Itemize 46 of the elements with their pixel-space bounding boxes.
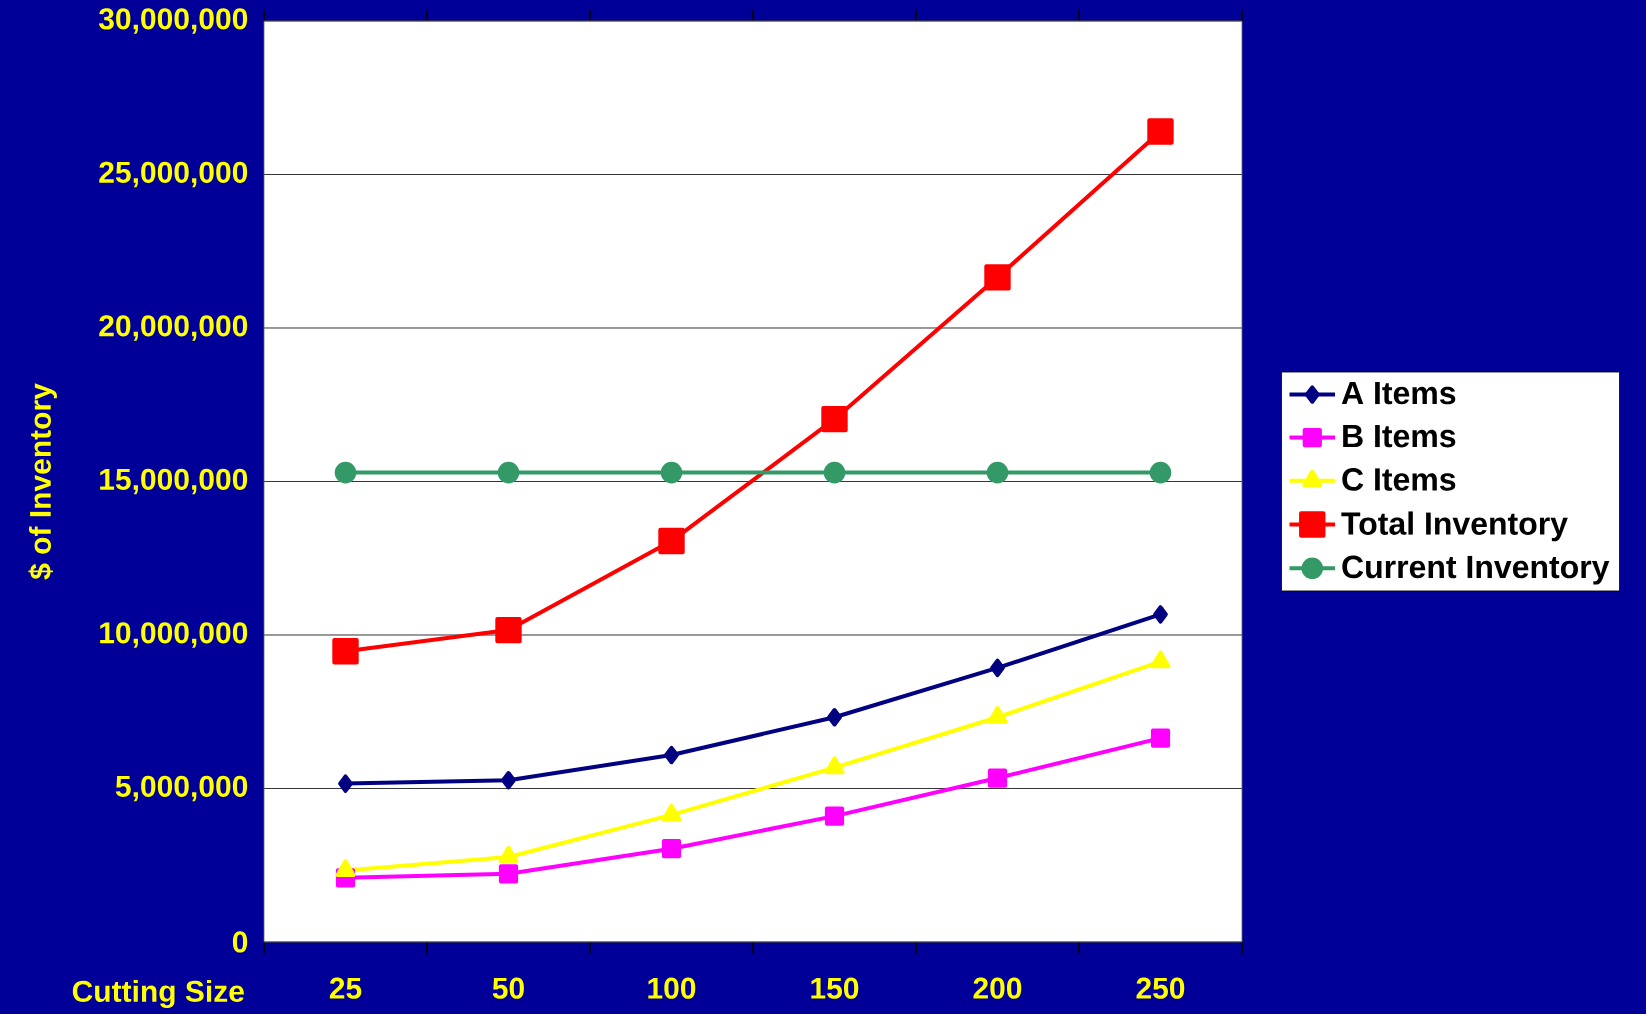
- point: [664, 745, 679, 765]
- y-tick-label: 5,000,000: [115, 775, 248, 802]
- point: [660, 461, 683, 484]
- point: [1153, 605, 1168, 624]
- x-axis-title: Cutting Size: [72, 980, 244, 1009]
- point: [334, 461, 357, 484]
- point: [658, 527, 685, 555]
- point: [824, 806, 845, 826]
- legend-label: A Items: [1341, 382, 1456, 405]
- point: [661, 839, 682, 859]
- point: [498, 864, 519, 884]
- legend-label: Total Inventory: [1341, 511, 1568, 542]
- point: [1149, 461, 1172, 484]
- y-tick-label: 20,000,000: [99, 315, 248, 341]
- point: [1150, 728, 1171, 748]
- y-tick-label: 15,000,000: [100, 468, 248, 495]
- point: [338, 774, 353, 793]
- point: [335, 859, 356, 878]
- legend-label: Current Inventory: [1342, 555, 1610, 585]
- y-tick-label: 25,000,000: [99, 161, 248, 188]
- point: [332, 638, 359, 665]
- x-tick-label: 100: [648, 977, 696, 999]
- point: [1147, 118, 1174, 145]
- y-tick-label: 30,000,000: [98, 8, 248, 34]
- legend-label: C Items: [1342, 468, 1456, 491]
- point: [984, 264, 1011, 291]
- point: [987, 768, 1008, 788]
- point: [986, 461, 1009, 484]
- point: [497, 461, 520, 484]
- point: [495, 617, 522, 644]
- x-tick-label: 50: [492, 977, 524, 999]
- point: [987, 706, 1008, 725]
- x-tick-label: 25: [329, 977, 362, 999]
- x-tick-label: 150: [811, 977, 859, 999]
- point: [821, 406, 848, 433]
- point: [823, 461, 846, 484]
- point: [827, 708, 842, 727]
- point: [501, 771, 516, 790]
- x-tick-label: 200: [973, 977, 1022, 999]
- point: [824, 756, 845, 775]
- y-tick-label: 10,000,000: [100, 622, 248, 648]
- y-axis-title: $ of Inventory: [28, 383, 57, 580]
- legend-label: B Items: [1343, 425, 1456, 448]
- y-tick-label: 0: [232, 931, 248, 953]
- x-tick-label: 250: [1136, 977, 1185, 999]
- point: [990, 658, 1005, 678]
